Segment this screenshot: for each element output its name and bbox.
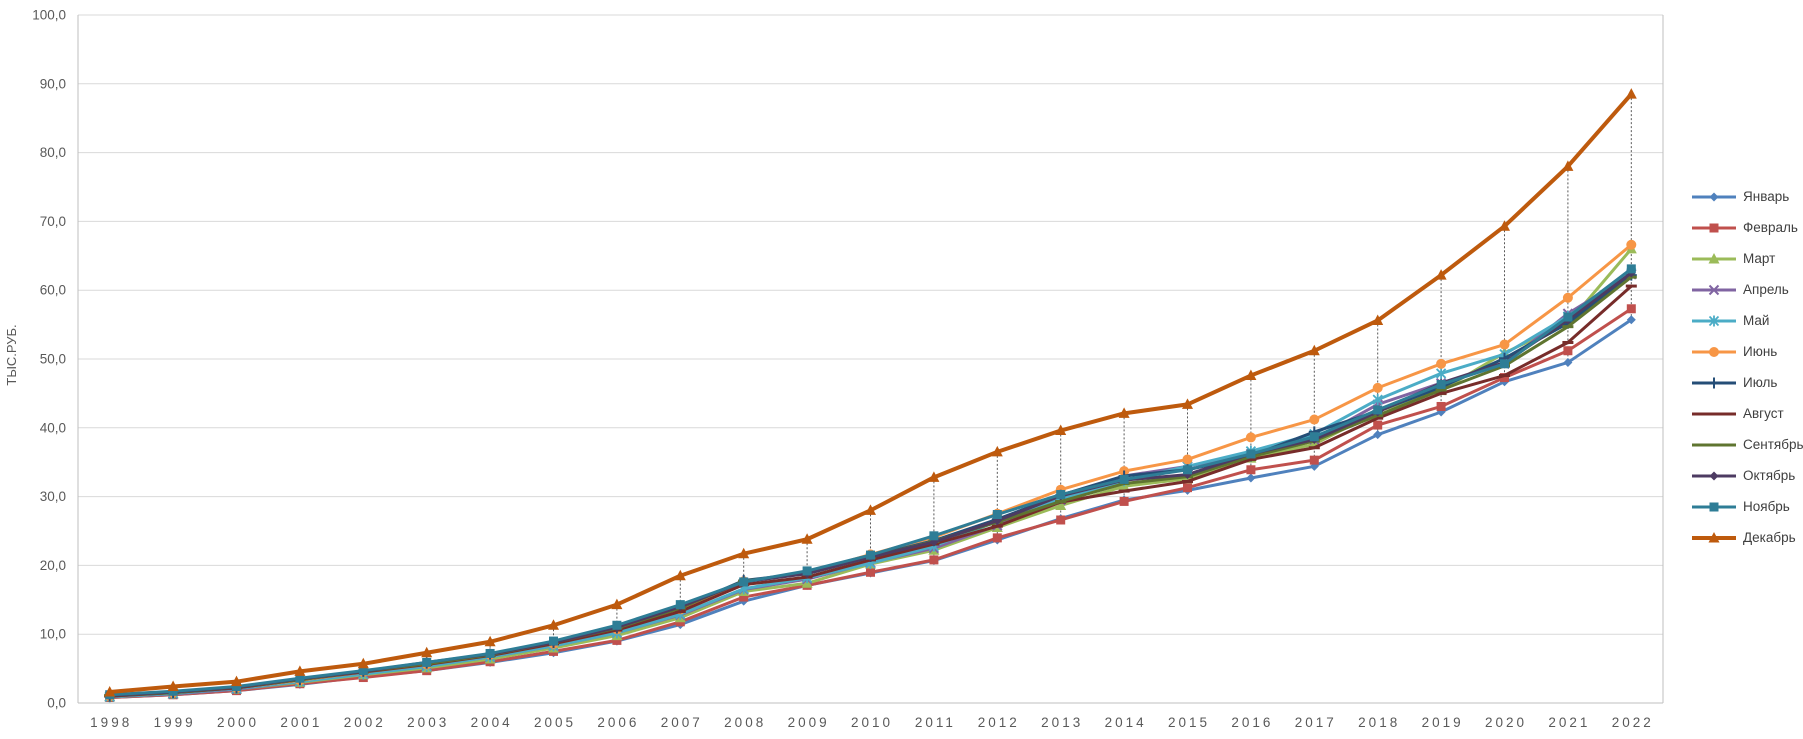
x-tick-label: 2022 <box>1612 715 1654 730</box>
x-tick-label: 2015 <box>1168 715 1210 730</box>
x-tick-label: 2017 <box>1295 715 1337 730</box>
y-tick-label: 20,0 <box>40 558 66 573</box>
series-Февраль <box>105 304 1636 702</box>
series-Декабрь <box>104 88 1637 697</box>
legend-label: Май <box>1743 313 1770 329</box>
legend-label: Август <box>1743 406 1784 422</box>
y-tick-label: 80,0 <box>40 145 66 160</box>
legend-item: Август <box>1692 403 1803 425</box>
legend-label: Октябрь <box>1743 468 1796 484</box>
legend-label: Апрель <box>1743 282 1789 298</box>
legend-item: Декабрь <box>1692 527 1803 549</box>
legend-marker-icon <box>1692 223 1736 233</box>
x-tick-label: 2005 <box>534 715 576 730</box>
legend-label: Февраль <box>1743 220 1798 236</box>
legend-marker-icon <box>1692 377 1736 389</box>
legend-marker-icon <box>1692 412 1736 416</box>
x-tick-label: 2011 <box>915 715 956 730</box>
legend-marker-icon <box>1692 347 1736 357</box>
series-Октябрь <box>105 268 1636 700</box>
legend-item: Январь <box>1692 186 1803 208</box>
legend-marker-icon <box>1692 502 1736 512</box>
series-Ноябрь <box>105 264 1636 700</box>
chart-legend: Январь Февраль Март Апрель Май Июнь Июль Август… <box>1692 186 1803 549</box>
legend-marker-icon <box>1692 315 1736 327</box>
y-tick-label: 10,0 <box>40 627 66 642</box>
y-tick-label: 70,0 <box>40 214 66 229</box>
y-tick-label: 40,0 <box>40 420 66 435</box>
legend-label: Декабрь <box>1743 530 1796 546</box>
x-tick-label: 2009 <box>788 715 830 730</box>
legend-item: Ноябрь <box>1692 496 1803 518</box>
x-tick-label: 2008 <box>724 715 766 730</box>
legend-item: Сентябрь <box>1692 434 1803 456</box>
series-Май <box>104 267 1637 703</box>
legend-item: Март <box>1692 248 1803 270</box>
x-tick-label: 2010 <box>851 715 893 730</box>
legend-marker-icon <box>1692 284 1736 296</box>
x-tick-label: 2006 <box>597 715 639 730</box>
legend-marker-icon <box>1692 192 1736 202</box>
series-Август <box>104 284 1637 698</box>
y-tick-label: 100,0 <box>32 8 66 23</box>
series-Апрель <box>104 269 1637 703</box>
x-tick-label: 2000 <box>217 715 259 730</box>
y-axis-title: ТЫС.РУБ. <box>4 324 19 385</box>
gridlines-layer <box>77 14 1664 704</box>
x-tick-label: 2003 <box>407 715 449 730</box>
y-tick-label: 60,0 <box>40 283 66 298</box>
y-tick-label: 0,0 <box>47 696 66 711</box>
legend-item: Октябрь <box>1692 465 1803 487</box>
y-tick-label: 90,0 <box>40 76 66 91</box>
y-tick-label: 50,0 <box>40 352 66 367</box>
legend-label: Март <box>1743 251 1776 267</box>
legend-marker-icon <box>1692 471 1736 481</box>
x-tick-label: 2014 <box>1105 715 1147 730</box>
series-Июнь <box>104 239 1637 702</box>
legend-marker-icon <box>1692 253 1736 264</box>
series-Март <box>104 242 1637 702</box>
x-tick-label: 2021 <box>1548 715 1590 730</box>
x-tick-label: 2020 <box>1485 715 1527 730</box>
legend-label: Ноябрь <box>1743 499 1790 515</box>
axis-labels-layer: 0,0 10,0 20,0 30,0 40,0 50,0 60,0 70,0 80,0 90,0 1… <box>32 8 1654 731</box>
legend-item: Апрель <box>1692 279 1803 301</box>
legend-item: Май <box>1692 310 1803 332</box>
legend-item: Июнь <box>1692 341 1803 363</box>
x-tick-label: 2004 <box>471 715 513 730</box>
x-tick-label: 2002 <box>344 715 386 730</box>
legend-item: Июль <box>1692 372 1803 394</box>
legend-marker-icon <box>1692 443 1736 447</box>
legend-item: Февраль <box>1692 217 1803 239</box>
legend-label: Июль <box>1743 375 1778 391</box>
legend-label: Сентябрь <box>1743 437 1803 453</box>
x-tick-label: 2012 <box>978 715 1020 730</box>
x-tick-label: 2019 <box>1422 715 1464 730</box>
series-Июль <box>104 269 1637 702</box>
legend-label: Июнь <box>1743 344 1778 360</box>
x-tick-label: 2013 <box>1041 715 1083 730</box>
x-tick-label: 1998 <box>90 715 132 730</box>
y-tick-label: 30,0 <box>40 489 66 504</box>
x-tick-label: 2018 <box>1358 715 1400 730</box>
legend-marker-icon <box>1692 532 1736 543</box>
x-tick-label: 1999 <box>154 715 196 730</box>
x-tick-label: 2007 <box>661 715 703 730</box>
legend-label: Январь <box>1743 189 1790 205</box>
series-layer <box>104 88 1637 703</box>
x-tick-label: 2016 <box>1231 715 1273 730</box>
x-tick-label: 2001 <box>280 715 322 730</box>
